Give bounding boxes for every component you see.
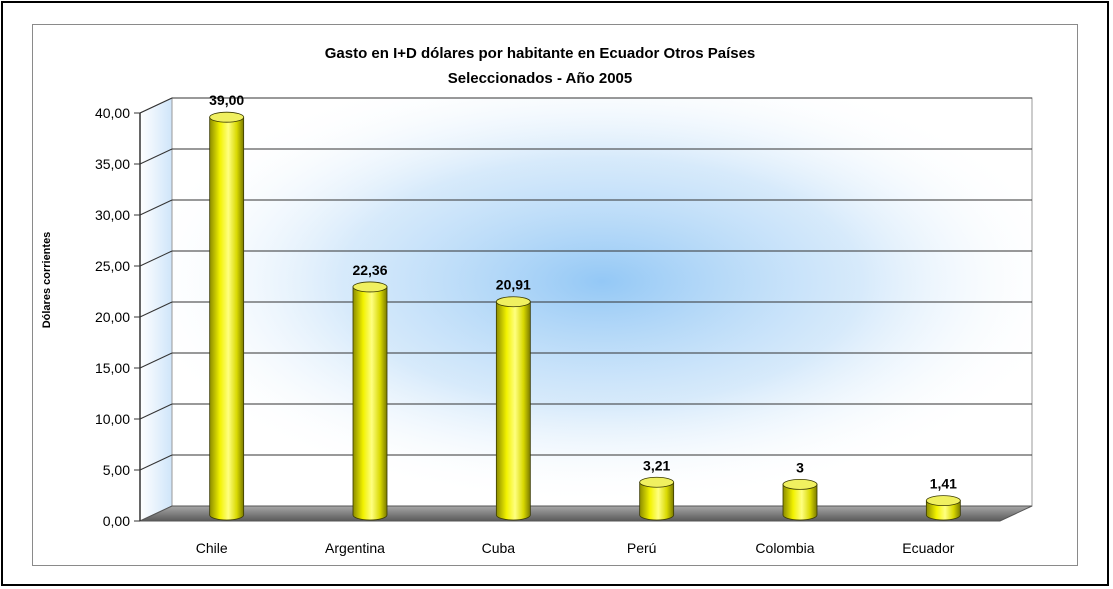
- x-tick-label: Chile: [196, 540, 228, 556]
- gridline-side: [139, 199, 173, 216]
- gridlines: [139, 97, 1032, 471]
- x-tick-label: Ecuador: [902, 540, 954, 556]
- y-tick-label: 10,00: [95, 411, 130, 427]
- gridline-side: [139, 403, 173, 420]
- y-tick-label: 0,00: [103, 513, 130, 529]
- bar-body: [925, 500, 961, 521]
- chart-subtitle: Seleccionados - Año 2005: [448, 70, 633, 87]
- bar-ecuador: [925, 495, 961, 521]
- bar-chile: [209, 111, 245, 521]
- gridline-side: [139, 301, 173, 318]
- x-tick-label: Cuba: [482, 540, 516, 556]
- gridline-side: [139, 352, 173, 369]
- value-label: 1,41: [930, 476, 957, 492]
- chart-title: Gasto en I+D dólares por habitante en Ec…: [325, 45, 756, 62]
- x-axis-labels: Chile Argentina Cuba Perú Colombia Ecuador: [196, 540, 955, 556]
- bar-body: [639, 481, 675, 521]
- x-tick-label: Argentina: [325, 540, 385, 556]
- bar-top: [925, 495, 961, 507]
- y-tick-label: 25,00: [95, 258, 130, 274]
- bar-colombia: [782, 478, 818, 521]
- y-tick-label: 20,00: [95, 309, 130, 325]
- bar-top: [639, 476, 675, 488]
- x-tick-label: Colombia: [755, 540, 814, 556]
- value-label: 3,21: [643, 457, 670, 473]
- bar-cuba: [495, 296, 531, 521]
- y-tick-label: 5,00: [103, 462, 130, 478]
- bar-top: [495, 296, 531, 308]
- bars: [209, 111, 961, 521]
- gridline-side: [139, 148, 173, 165]
- bar-argentina: [352, 281, 388, 521]
- x-tick-label: Perú: [627, 540, 657, 556]
- y-axis-ticks: 0,00 5,00 10,00 15,00 20,00 25,00 30,00 35,00 40…: [95, 105, 140, 529]
- value-labels: 39,00 22,36 20,91 3,21 3 1,41: [209, 92, 957, 491]
- gridline-side: [139, 97, 173, 114]
- bar-body: [495, 301, 531, 521]
- bar-body: [782, 484, 818, 521]
- bar-top: [782, 478, 818, 490]
- value-label: 3: [796, 459, 804, 475]
- plot-walls: [139, 97, 1033, 522]
- y-tick-label: 15,00: [95, 360, 130, 376]
- bar-top: [352, 281, 388, 293]
- y-axis-label: Dólares corrientes: [41, 232, 53, 329]
- gridline-side: [139, 454, 173, 471]
- value-label: 20,91: [496, 277, 531, 293]
- gridline-side: [139, 250, 173, 267]
- value-label: 22,36: [352, 262, 387, 278]
- bar-body: [209, 116, 245, 521]
- y-tick-label: 35,00: [95, 156, 130, 172]
- floor-plane: [139, 505, 1033, 522]
- bar-perú: [639, 476, 675, 521]
- bar-body: [352, 286, 388, 521]
- bar-top: [209, 111, 245, 123]
- y-tick-label: 30,00: [95, 207, 130, 223]
- value-label: 39,00: [209, 92, 244, 108]
- y-tick-label: 40,00: [95, 105, 130, 121]
